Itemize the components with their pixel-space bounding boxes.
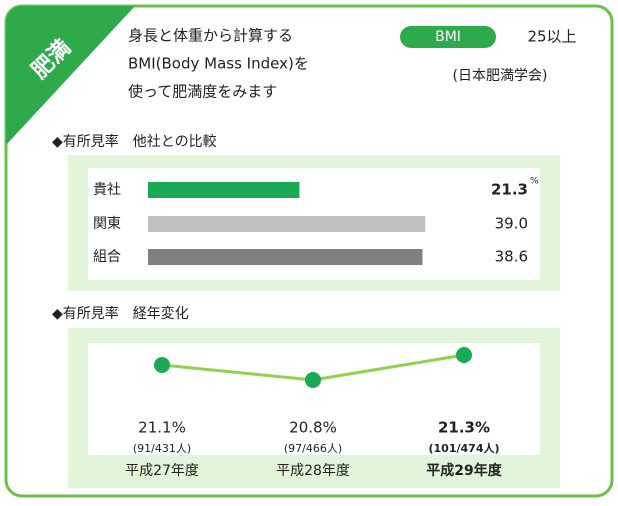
criterion: 25以上 (527, 28, 576, 46)
point (154, 357, 170, 373)
value-label: 38.6 (495, 248, 528, 266)
value-label: 21.3 (491, 181, 528, 199)
source: (日本肥満学会) (453, 68, 548, 84)
section-title: ◆有所見率 経年変化 (52, 305, 189, 322)
value-label: 20.8% (289, 419, 337, 437)
pill (400, 26, 496, 48)
category-label: 平成27年度 (125, 463, 199, 479)
pill-text: BMI (435, 29, 461, 45)
unit: % (530, 177, 539, 187)
point (305, 372, 321, 388)
count-label: (97/466人) (284, 442, 342, 455)
category-label: 関東 (93, 216, 121, 232)
panel-inner (88, 343, 540, 455)
category-label: 平成29年度 (426, 462, 502, 479)
category-label: 組合 (93, 249, 121, 265)
category-label: 平成28年度 (276, 463, 350, 479)
badge-ribbon (6, 6, 135, 145)
value-label: 21.3% (438, 419, 490, 437)
count-label: (91/431人) (133, 442, 191, 455)
value-label: 21.1% (138, 419, 186, 437)
point (456, 347, 472, 363)
description: 使って肥満度をみます (128, 83, 277, 101)
bar (148, 216, 426, 232)
bar (148, 249, 423, 265)
count-label: (101/474人) (429, 441, 500, 455)
category-label: 貴社 (93, 182, 121, 198)
description: BMI(Body Mass Index)を (128, 55, 309, 73)
section-title: ◆有所見率 他社との比較 (52, 133, 217, 150)
description: 身長と体重から計算する (128, 27, 293, 45)
bar (148, 182, 300, 198)
value-label: 39.0 (495, 215, 528, 233)
